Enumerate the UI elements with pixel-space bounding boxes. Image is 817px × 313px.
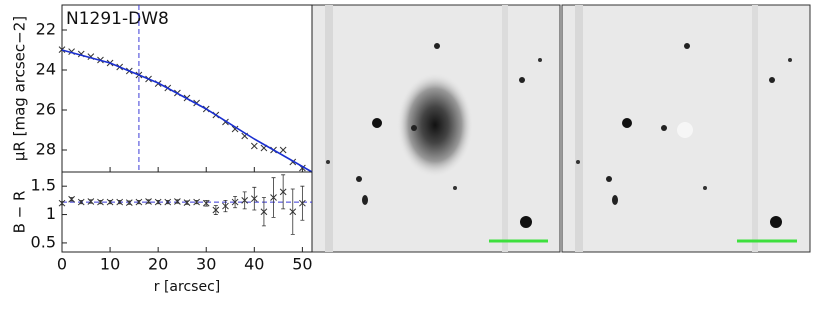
y-axis-label: B − R bbox=[11, 191, 29, 234]
y-tick-label: 28 bbox=[36, 140, 56, 159]
image-panel bbox=[311, 4, 561, 253]
data-point bbox=[87, 198, 95, 205]
data-point bbox=[250, 195, 258, 203]
x-axis-label: r [arcsec] bbox=[154, 279, 220, 295]
x-tick-label: 30 bbox=[196, 255, 216, 274]
x-tick-label: 50 bbox=[292, 255, 312, 274]
data-point bbox=[174, 198, 181, 205]
data-point bbox=[116, 198, 124, 206]
data-point bbox=[241, 197, 249, 204]
data-point bbox=[212, 206, 220, 214]
data-point bbox=[106, 198, 114, 206]
y-tick-label: 0.5 bbox=[31, 232, 56, 251]
y-tick-label: 1.5 bbox=[31, 176, 56, 195]
data-point bbox=[202, 199, 210, 207]
x-tick-label: 10 bbox=[100, 255, 120, 274]
y-tick-label: 26 bbox=[36, 100, 56, 119]
data-point bbox=[183, 199, 191, 206]
data-point bbox=[299, 199, 306, 207]
data-point bbox=[289, 208, 297, 216]
data-point bbox=[164, 198, 172, 206]
y-tick-label: 22 bbox=[36, 20, 56, 39]
data-point bbox=[231, 198, 239, 206]
data-point bbox=[125, 199, 133, 206]
data-point bbox=[145, 198, 152, 205]
data-point bbox=[250, 142, 258, 150]
plot-frame bbox=[61, 171, 313, 253]
x-tick-label: 40 bbox=[244, 255, 264, 274]
data-point bbox=[193, 198, 200, 206]
x-tick-label: 20 bbox=[148, 255, 168, 274]
data-point bbox=[97, 198, 104, 206]
data-point bbox=[154, 198, 162, 206]
data-point bbox=[260, 208, 268, 216]
data-point bbox=[270, 194, 277, 201]
data-point bbox=[279, 188, 287, 196]
x-tick-label: 0 bbox=[57, 255, 67, 274]
data-point bbox=[279, 146, 287, 154]
data-point bbox=[231, 125, 239, 133]
residual-image-panel bbox=[561, 4, 811, 253]
y-tick-label: 24 bbox=[36, 60, 56, 79]
data-point bbox=[58, 46, 66, 53]
data-point bbox=[58, 199, 66, 207]
data-point bbox=[222, 202, 229, 210]
data-point bbox=[135, 198, 143, 206]
y-tick-label: 1 bbox=[46, 204, 56, 223]
data-point bbox=[77, 198, 85, 206]
fit-line bbox=[61, 49, 313, 173]
annotation: N1291-DW8 bbox=[66, 9, 169, 29]
plot-frame bbox=[61, 4, 313, 173]
y-axis-label: μR [mag arcsec−2] bbox=[11, 16, 29, 161]
data-point bbox=[68, 195, 75, 203]
